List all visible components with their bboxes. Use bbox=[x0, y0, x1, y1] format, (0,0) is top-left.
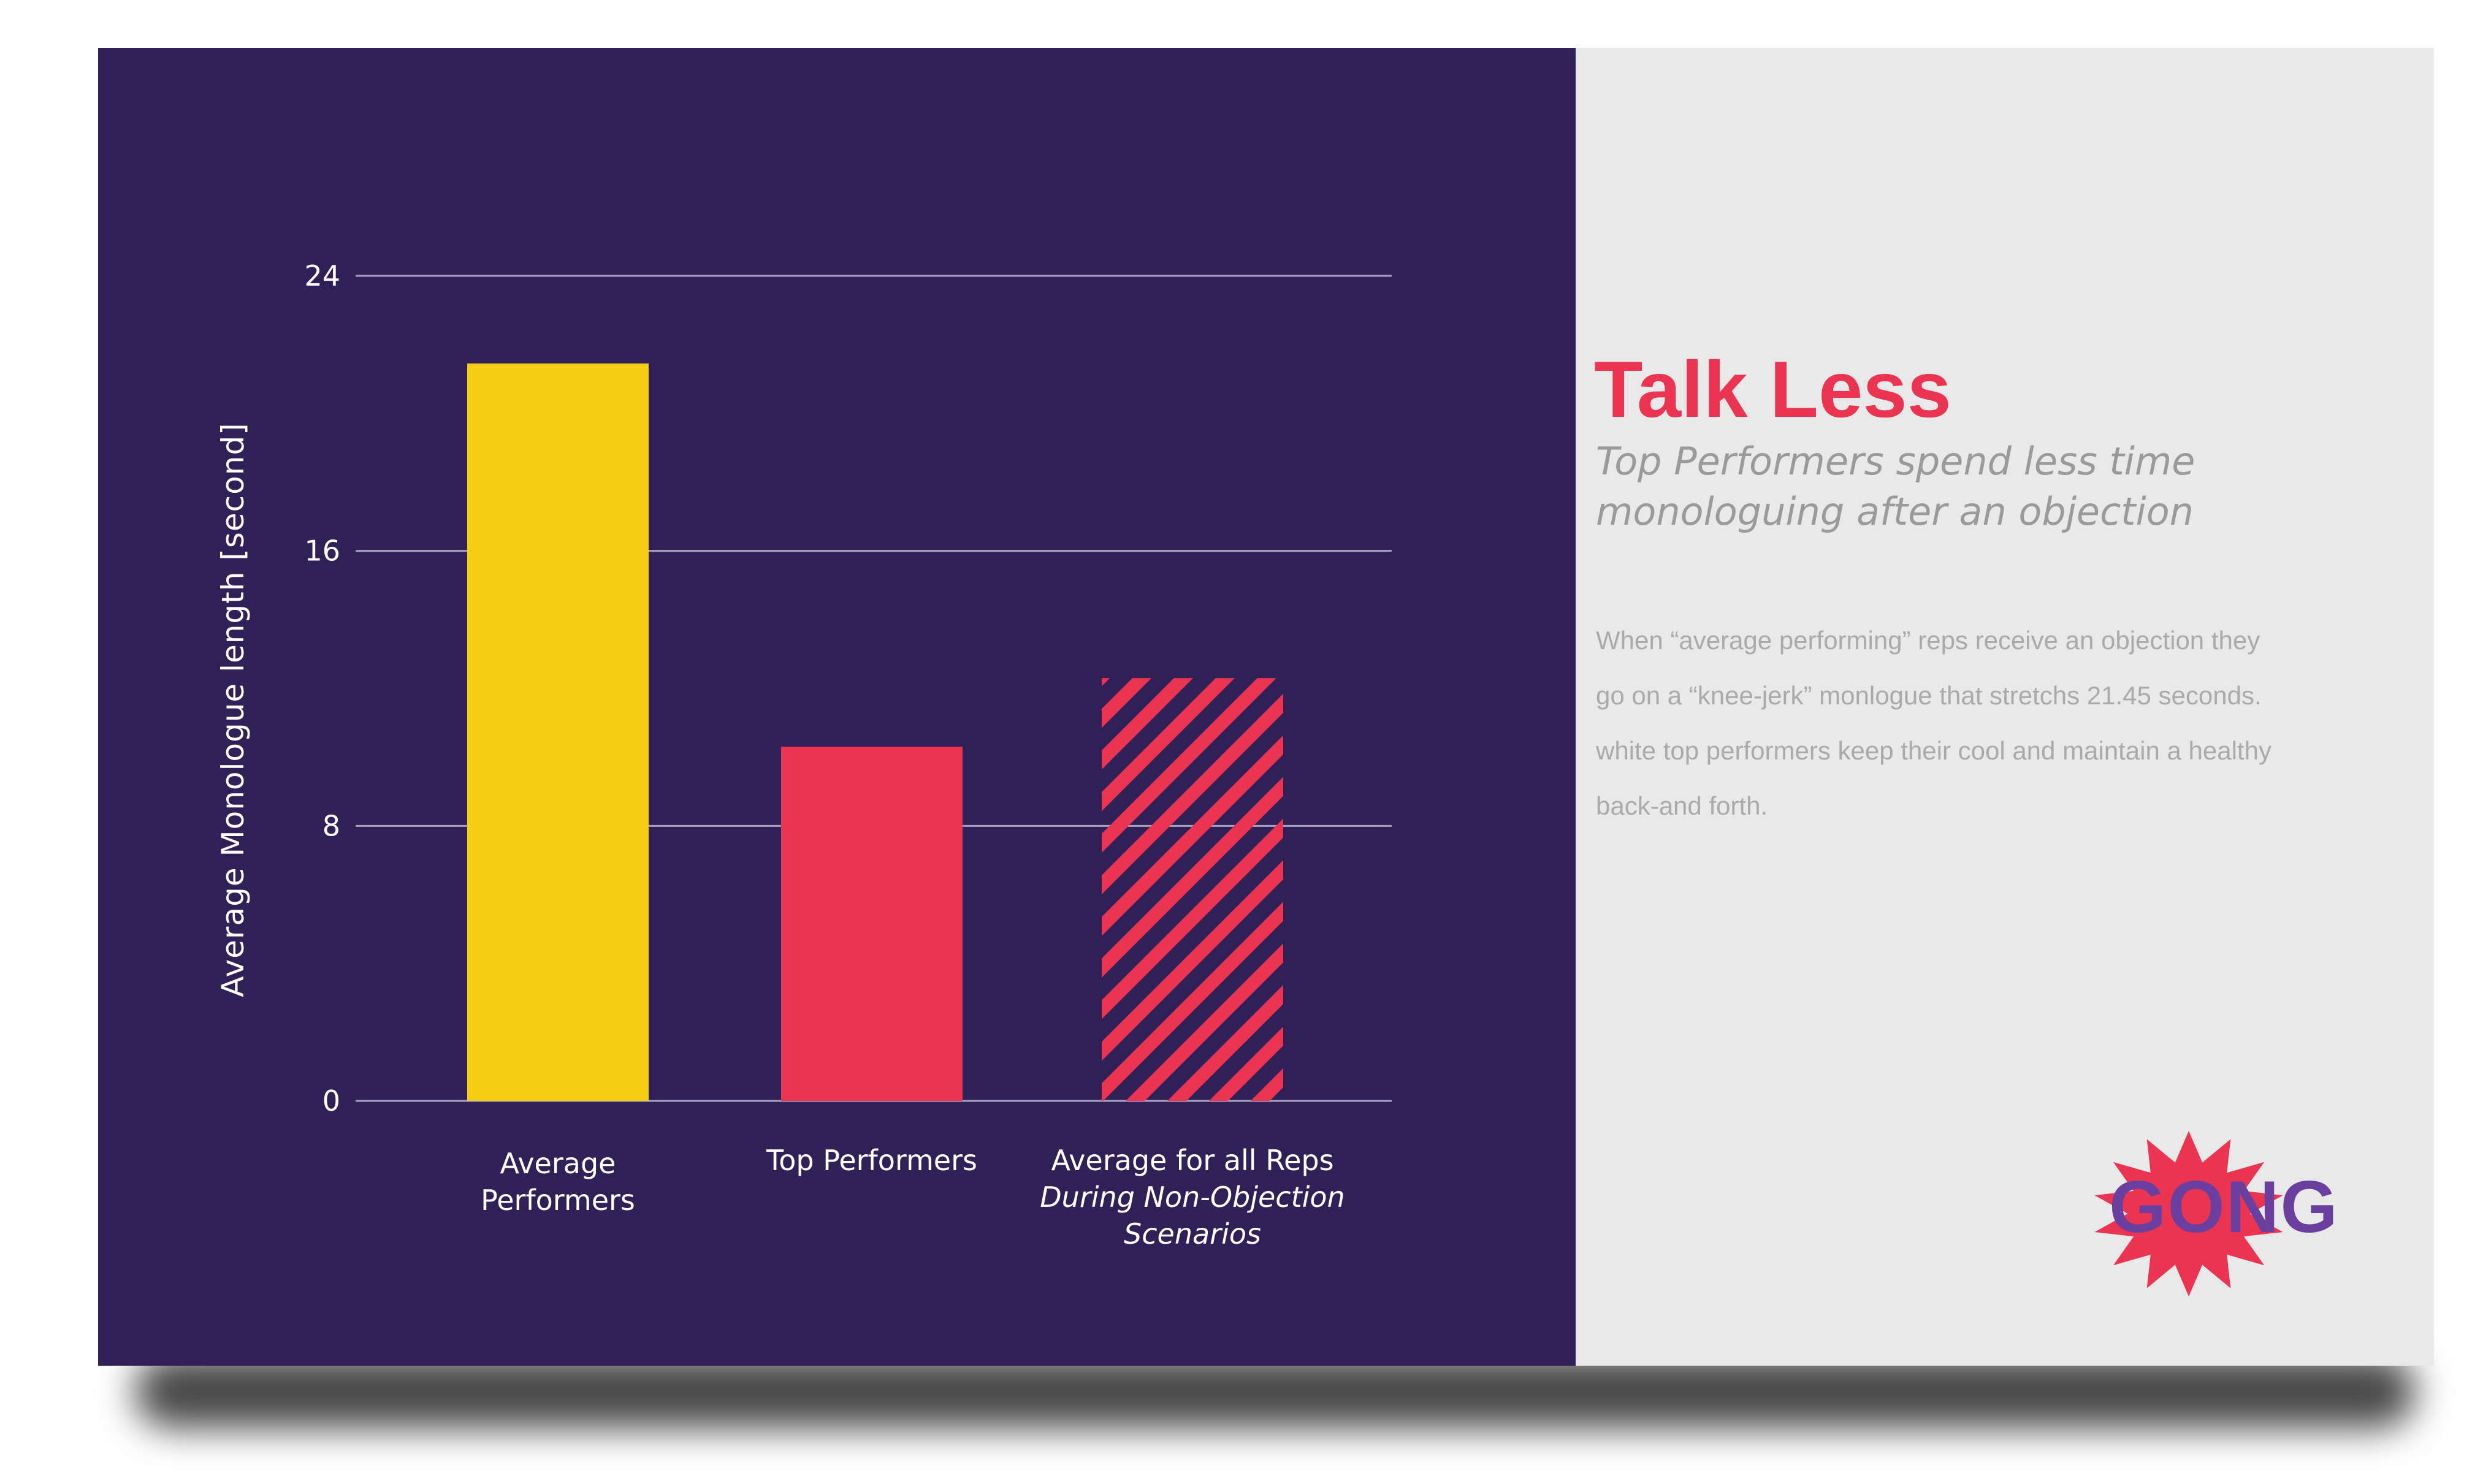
y-tick-label: 16 bbox=[304, 535, 340, 568]
x-category-label: Top Performers bbox=[712, 1142, 1031, 1179]
headline: Talk Less bbox=[1594, 344, 1951, 434]
bar-3 bbox=[1102, 678, 1283, 1101]
description-text: When “average performing” reps receive a… bbox=[1596, 626, 2272, 820]
category-name: Average for all Reps bbox=[1051, 1144, 1334, 1177]
slide-shadow bbox=[135, 1355, 2416, 1428]
x-category-label: Average for all Reps During Non-Objection… bbox=[1033, 1142, 1352, 1252]
x-category-label: Average Performers bbox=[466, 1145, 650, 1219]
gong-logo-text: GONG bbox=[2109, 1166, 2339, 1248]
bar-1 bbox=[467, 363, 649, 1102]
slide: 0 8 16 24 Average Monologue length [second]… bbox=[98, 48, 2434, 1366]
bar-2 bbox=[781, 747, 963, 1101]
bar-chart: 0 8 16 24 bbox=[304, 259, 1392, 1117]
subheadline: Top Performers spend less time monologui… bbox=[1596, 439, 2195, 534]
category-sublabel: During Non-Objection Scenarios bbox=[1040, 1181, 1345, 1250]
gong-logo-burst bbox=[2094, 1131, 2283, 1296]
y-tick-label: 0 bbox=[322, 1084, 340, 1117]
y-axis-label: Average Monologue length [second] bbox=[215, 422, 251, 997]
chart-panel: 0 8 16 24 Average Monologue length [second]… bbox=[98, 48, 1576, 1366]
y-tick-label: 24 bbox=[304, 259, 340, 292]
y-tick-label: 8 bbox=[322, 809, 340, 842]
category-name: Top Performers bbox=[766, 1144, 977, 1177]
info-panel bbox=[1576, 48, 2434, 1366]
category-name: Average Performers bbox=[481, 1147, 635, 1217]
